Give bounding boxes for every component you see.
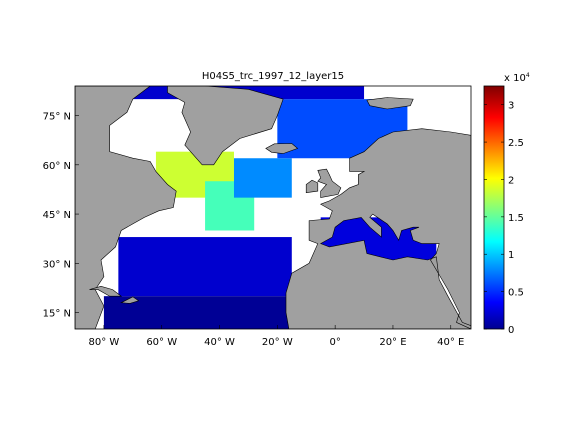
colorbar-ticks: 0 0.5 1 1.5 2 2.5 3 [484, 101, 524, 336]
colorbar-tick-label-4: 2 [508, 175, 514, 186]
x-tick-label-5: 20° E [379, 337, 406, 348]
heat-region-5 [118, 237, 292, 297]
y-tick-label-0: 75° N [43, 112, 71, 123]
colorbar-tick-label-3: 1.5 [508, 213, 524, 224]
x-tick-label-4: 0° [329, 337, 340, 348]
land-svalbard [366, 97, 414, 110]
y-axis-ticks: 75° N 60° N 45° N 30° N 15° N [43, 112, 79, 320]
y-tick-label-2: 45° N [43, 210, 71, 221]
colorbar-tick-label-6: 3 [508, 101, 514, 112]
land-cuba [89, 285, 123, 297]
x-tick-label-2: 40° W [204, 337, 235, 348]
x-tick-label-6: 40° E [437, 337, 464, 348]
y-tick-label-1: 60° N [43, 161, 71, 172]
land-britain [317, 168, 342, 198]
colorbar-tick-label-5: 2.5 [508, 138, 524, 149]
land-north-america [75, 86, 177, 329]
map-plot-area: 80° W 60° W 40° W 20° W 0° 20° E 40° E 75° N 60… [43, 85, 472, 348]
colorbar: x 104 0 0.5 1 1.5 2 2.5 3 [483, 72, 530, 336]
colorbar-gradient [483, 85, 505, 330]
land-ireland [305, 179, 319, 194]
chart-title: H04S5_trc_1997_12_layer15 [202, 71, 344, 82]
land-iceland [265, 143, 299, 154]
x-tick-label-3: 20° W [262, 337, 293, 348]
land-eurasia-africa [285, 128, 471, 329]
land-hispaniola [120, 296, 140, 304]
y-tick-label-3: 30° N [43, 259, 71, 270]
heatmap-field [103, 86, 437, 329]
plot-frame [74, 85, 472, 330]
land-greenland [167, 86, 284, 166]
colorbar-tick-label-1: 0.5 [508, 288, 524, 299]
heat-region-2 [233, 158, 292, 198]
colorbar-multiplier: x 104 [504, 72, 530, 84]
colorbar-tick-label-0: 0 [508, 325, 514, 336]
colorbar-tick-label-2: 1 [508, 250, 514, 261]
x-tick-label-0: 80° W [89, 337, 120, 348]
x-tick-label-1: 60° W [146, 337, 177, 348]
x-axis-ticks: 80° W 60° W 40° W 20° W 0° 20° E 40° E [89, 325, 464, 348]
y-tick-label-4: 15° N [43, 309, 71, 320]
land-mass [75, 86, 471, 329]
